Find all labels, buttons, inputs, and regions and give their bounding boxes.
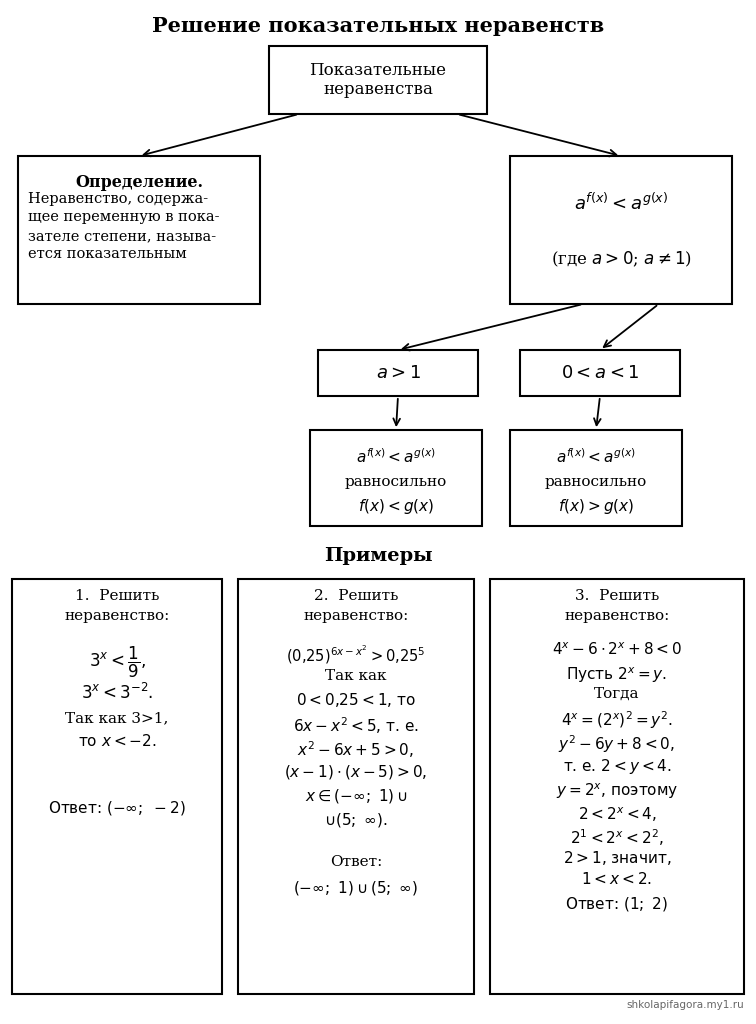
Text: $a^{f(x)} < a^{g(x)}$: $a^{f(x)} < a^{g(x)}$ [574,193,668,214]
Text: $3^x < \dfrac{1}{9}$,: $3^x < \dfrac{1}{9}$, [88,645,145,680]
Bar [238,579,474,994]
Text: $y^2-6y+8<0$,: $y^2-6y+8<0$, [559,733,676,755]
Text: Ответ: $(1;\ 2)$: Ответ: $(1;\ 2)$ [565,895,668,913]
Text: 1.  Решить: 1. Решить [75,589,160,603]
Text: $y=2^x$, поэтому: $y=2^x$, поэтому [556,781,678,801]
Text: Определение.: Определение. [75,174,203,191]
Text: $x^2-6x+5>0$,: $x^2-6x+5>0$, [297,739,414,760]
Text: $2<2^x<4$,: $2<2^x<4$, [578,805,656,823]
Text: $2>1$, значит,: $2>1$, значит, [562,849,671,867]
Text: Ответ: $(-\infty;\ -2)$: Ответ: $(-\infty;\ -2)$ [48,799,186,817]
Text: $6x-x^2<5$, т. е.: $6x-x^2<5$, т. е. [293,715,419,735]
Text: shkolapifagora.my1.ru: shkolapifagora.my1.ru [626,1000,744,1010]
Text: $1<x<2$.: $1<x<2$. [581,871,652,887]
Text: $(-\infty;\ 1)\cup(5;\ \infty)$: $(-\infty;\ 1)\cup(5;\ \infty)$ [293,879,419,897]
Text: $a>1$: $a>1$ [376,364,420,382]
Text: неравенство:: неравенство: [564,609,670,623]
Bar [510,156,732,304]
Text: $0<0{,}25<1$, то: $0<0{,}25<1$, то [296,691,416,709]
Text: (где $a>0$; $a\neq1$): (где $a>0$; $a\neq1$) [550,250,692,269]
Text: $4^x=(2^x)^2=y^2$.: $4^x=(2^x)^2=y^2$. [561,709,673,731]
Text: Неравенство, содержа-
щее переменную в пока-
зателе степени, называ-
ется показа: Неравенство, содержа- щее переменную в п… [28,193,219,261]
Bar [269,46,487,114]
Text: $4^x-6\cdot 2^x+8<0$: $4^x-6\cdot 2^x+8<0$ [552,641,682,657]
Text: $a^{f(x)}<a^{g(x)}$: $a^{f(x)}<a^{g(x)}$ [356,447,436,466]
Bar [318,350,478,396]
Text: $2^1<2^x<2^2$,: $2^1<2^x<2^2$, [570,827,664,848]
Text: $(0{,}25)^{6x-x^2} > 0{,}25^5$: $(0{,}25)^{6x-x^2} > 0{,}25^5$ [287,643,426,666]
Text: Так как 3>1,: Так как 3>1, [65,711,169,725]
Text: $3^x < 3^{-2}$.: $3^x < 3^{-2}$. [81,683,153,703]
Text: Решение показательных неравенств: Решение показательных неравенств [152,16,604,36]
Text: Тогда: Тогда [594,687,640,701]
Text: $a^{f(x)}<a^{g(x)}$: $a^{f(x)}<a^{g(x)}$ [556,447,636,466]
Text: равносильно: равносильно [345,475,447,488]
Bar [490,579,744,994]
Text: 3.  Решить: 3. Решить [575,589,659,603]
Bar [12,579,222,994]
Bar [510,430,682,526]
Text: т. е. $2<y<4$.: т. е. $2<y<4$. [562,757,671,776]
Text: Пусть $2^x=y$.: Пусть $2^x=y$. [566,665,668,685]
Text: $\cup(5;\ \infty)$.: $\cup(5;\ \infty)$. [324,811,388,829]
Text: Показательные
неравенства: Показательные неравенства [309,61,447,98]
Bar [18,156,260,304]
Text: неравенство:: неравенство: [303,609,409,623]
Text: то $x < -2$.: то $x < -2$. [78,733,156,749]
Text: Так как: Так как [325,669,387,683]
Text: $f(x)<g(x)$: $f(x)<g(x)$ [358,498,434,516]
Text: Ответ:: Ответ: [330,855,383,869]
Text: $f(x)>g(x)$: $f(x)>g(x)$ [558,498,634,516]
Text: $x\in(-\infty;\ 1)\cup$: $x\in(-\infty;\ 1)\cup$ [305,787,407,805]
Text: $(x-1)\cdot(x-5)>0$,: $(x-1)\cdot(x-5)>0$, [284,763,428,781]
Text: неравенство:: неравенство: [64,609,169,623]
Bar [310,430,482,526]
Text: Примеры: Примеры [324,547,432,565]
Bar [520,350,680,396]
Text: равносильно: равносильно [545,475,647,488]
Text: 2.  Решить: 2. Решить [314,589,398,603]
Text: $0<a<1$: $0<a<1$ [561,364,640,382]
